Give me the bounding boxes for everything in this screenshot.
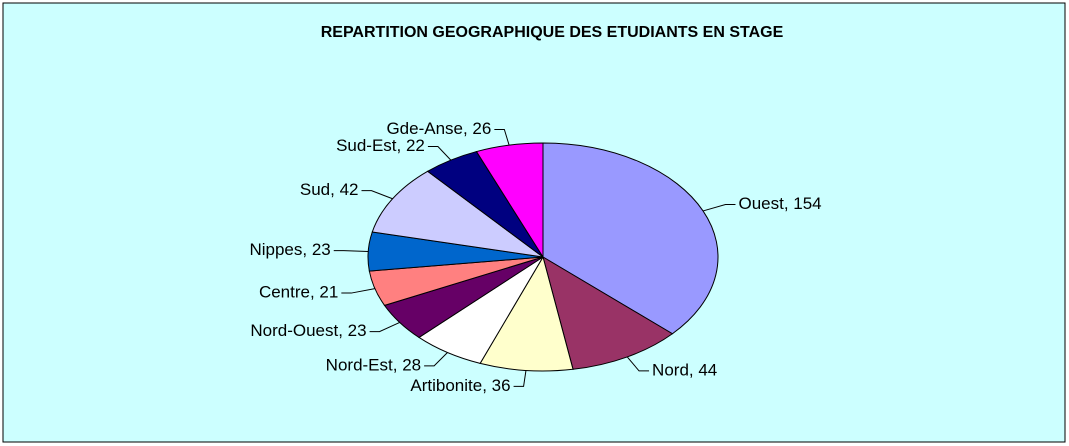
leader-line <box>513 370 527 387</box>
leader-line <box>494 129 510 146</box>
data-label: Artibonite, 36 <box>410 376 510 395</box>
leader-line <box>427 146 452 161</box>
leader-line <box>361 190 393 200</box>
data-label: Nippes, 23 <box>249 240 330 259</box>
data-label: Sud, 42 <box>300 180 359 199</box>
data-label: Gde-Anse, 26 <box>386 119 491 138</box>
pie-slice <box>542 255 674 370</box>
leader-line <box>341 288 375 294</box>
data-label: Nord-Ouest, 23 <box>250 321 366 340</box>
pie-slice <box>475 142 544 259</box>
leader-line <box>424 352 448 367</box>
data-label: Centre, 21 <box>259 283 338 302</box>
data-label: Nord, 44 <box>652 360 717 379</box>
data-label: Ouest, 154 <box>738 194 821 213</box>
pie-slice <box>542 142 719 335</box>
data-label: Nord-Est, 28 <box>326 355 421 374</box>
leader-line <box>333 250 369 252</box>
pie-slice <box>479 255 574 372</box>
data-label: Sud-Est, 22 <box>336 136 425 155</box>
leader-line <box>702 203 736 212</box>
chart-title: REPARTITION GEOGRAPHIQUE DES ETUDIANTS E… <box>321 24 784 41</box>
leader-line <box>626 356 650 372</box>
leader-line <box>369 321 400 333</box>
